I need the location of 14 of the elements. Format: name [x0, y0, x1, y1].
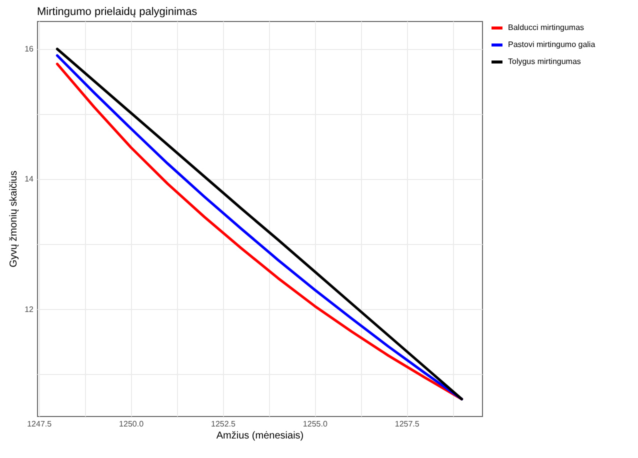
x-tick-label: 1247.5 — [27, 420, 52, 428]
legend-label: Balducci mirtingumas — [508, 23, 584, 32]
x-tick-label: 1252.5 — [210, 420, 236, 428]
legend-label: Tolygus mirtingumas — [508, 57, 581, 66]
y-tick-label: 12 — [24, 304, 34, 314]
legend-label: Pastovi mirtingumo galia — [508, 40, 596, 49]
x-tick-label: 1257.5 — [394, 420, 420, 428]
x-tick-label: 1255.0 — [302, 420, 328, 428]
chart-title: Mirtingumo prielaidų palyginimas — [37, 6, 198, 18]
x-tick-label: 1250.0 — [119, 420, 144, 428]
y-axis-title: Gyvų žmonių skaičius — [8, 170, 20, 268]
y-tick-label: 16 — [24, 44, 34, 54]
x-axis-title: Amžius (mėnesiais) — [216, 430, 304, 442]
y-tick-label: 14 — [24, 174, 34, 184]
